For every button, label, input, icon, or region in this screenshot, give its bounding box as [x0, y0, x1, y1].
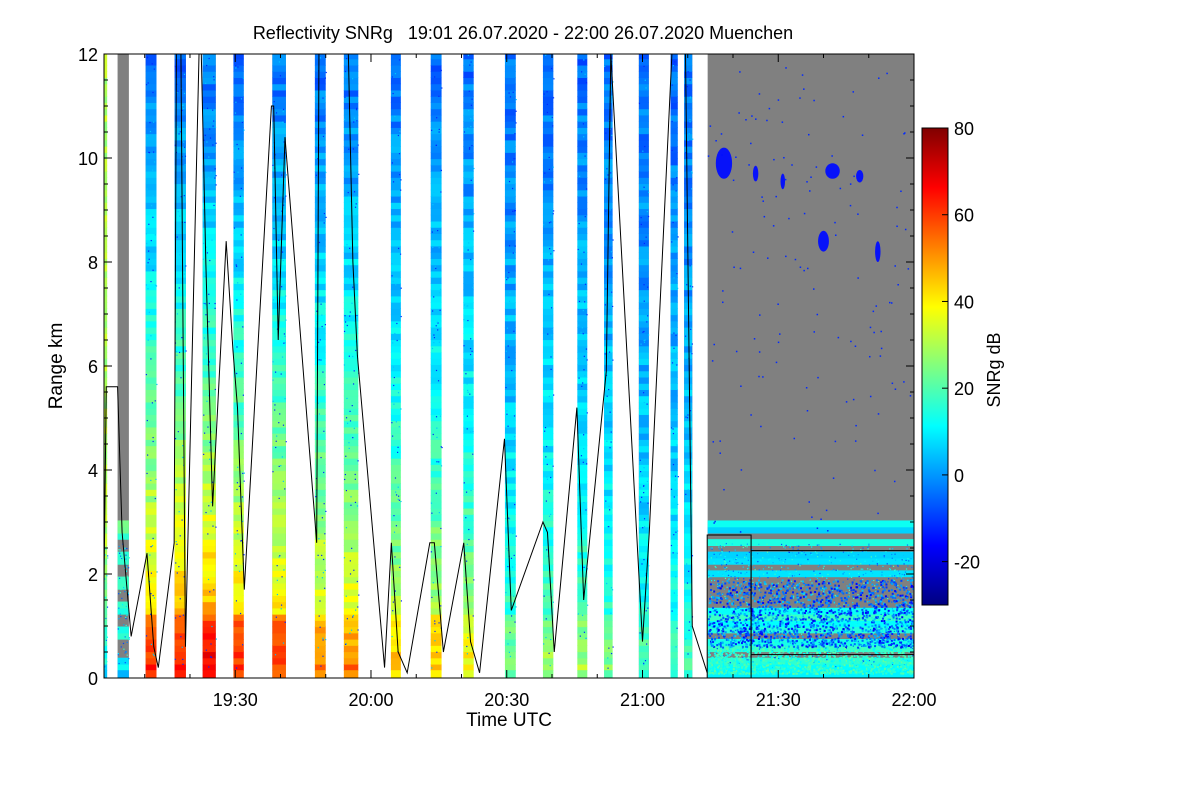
echo-patch — [818, 230, 829, 252]
colorbar-tick-label: 0 — [954, 466, 964, 486]
y-tick-label: 0 — [88, 669, 98, 689]
echo-patches — [715, 147, 881, 262]
boundary-layer-echo — [707, 67, 914, 675]
x-tick-label: 22:00 — [891, 690, 936, 710]
echo-patch — [715, 147, 733, 179]
scan-column — [707, 54, 914, 678]
scan-column — [174, 54, 187, 678]
scan-columns — [104, 54, 914, 678]
scan-column — [463, 54, 475, 678]
scan-column — [117, 54, 131, 678]
scan-column — [314, 54, 327, 678]
echo-patch — [780, 173, 786, 190]
overlay-line — [104, 54, 708, 675]
y-tick-label: 10 — [78, 149, 98, 169]
scan-column — [542, 54, 555, 678]
colorbar-tick-label: 80 — [954, 119, 974, 139]
echo-patch — [825, 163, 840, 179]
y-tick-label: 2 — [88, 565, 98, 585]
x-tick-label: 21:00 — [620, 690, 665, 710]
overlay-lines — [104, 54, 914, 678]
colorbar-tick-label: 20 — [954, 379, 974, 399]
echo-patch — [752, 165, 759, 182]
x-tick-label: 21:30 — [756, 690, 801, 710]
scan-column — [145, 54, 158, 678]
y-tick-label: 8 — [88, 253, 98, 273]
colorbar-gradient — [921, 127, 949, 606]
scan-column — [604, 54, 614, 678]
scan-column — [670, 54, 679, 678]
plot-area — [103, 53, 915, 679]
colorbar-tick-label: -20 — [954, 553, 980, 573]
x-tick-label: 20:30 — [484, 690, 529, 710]
colorbar-tick-label: 40 — [954, 292, 974, 312]
echo-patch — [875, 241, 881, 262]
scan-column — [430, 54, 443, 678]
scan-column — [684, 54, 694, 678]
colorbar-tick-label: 60 — [954, 206, 974, 226]
y-tick-label: 6 — [88, 357, 98, 377]
scan-column — [202, 54, 217, 678]
y-tick-label: 12 — [78, 45, 98, 65]
x-tick-label: 19:30 — [213, 690, 258, 710]
scan-column — [233, 54, 245, 678]
scan-column — [504, 54, 517, 678]
y-axis: 0 2 4 6 8 10 12 — [78, 45, 914, 689]
chart-title: Reflectivity SNRg 19:01 26.07.2020 - 22:… — [253, 23, 793, 43]
colorbar-label: SNRg dB — [984, 332, 1004, 407]
x-tick-label: 20:00 — [348, 690, 393, 710]
y-axis-label: Range km — [46, 323, 67, 410]
scan-column — [638, 54, 650, 678]
x-axis-label: Time UTC — [466, 710, 552, 731]
overlay-box — [750, 550, 914, 656]
scan-column — [390, 54, 403, 678]
x-axis: 19:30 20:00 20:30 21:00 21:30 22:00 — [144, 54, 937, 710]
colorbar-ticks: -20 0 20 40 60 80 — [942, 119, 980, 573]
echo-patch — [856, 169, 864, 183]
scan-column — [343, 54, 360, 678]
y-tick-label: 4 — [88, 461, 98, 481]
colorbar: -20 0 20 40 60 80 SNRg dB — [921, 119, 1004, 606]
